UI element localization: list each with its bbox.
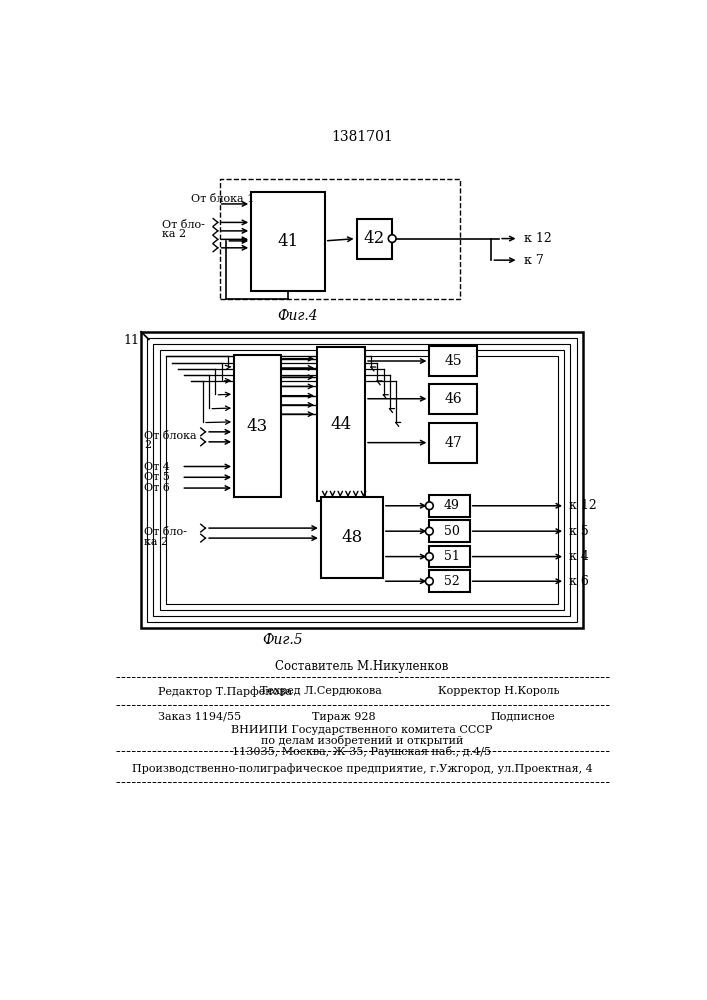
Text: Составитель М.Никуленков: Составитель М.Никуленков [275,660,449,673]
Text: 50: 50 [444,525,460,538]
Text: 52: 52 [444,575,460,588]
Circle shape [426,527,433,535]
Bar [160,350,564,610]
Text: Техред Л.Сердюкова: Техред Л.Сердюкова [260,686,382,696]
Bar [166,356,558,604]
Text: От 4: От 4 [144,462,170,472]
Text: по делам изобретений и открытий: по делам изобретений и открытий [261,735,463,746]
Bar [234,355,281,497]
Bar [429,423,477,463]
Bar [429,570,469,592]
Text: 46: 46 [445,392,462,406]
Text: Фиг.4: Фиг.4 [277,309,318,323]
Text: Производственно-полиграфическое предприятие, г.Ужгород, ул.Проектная, 4: Производственно-полиграфическое предприя… [132,763,592,774]
Bar [356,219,392,259]
Bar [429,546,469,567]
Circle shape [426,553,433,560]
Text: 1381701: 1381701 [331,130,393,144]
Bar [317,347,365,501]
Bar [429,346,477,376]
Text: От бло-: От бло- [144,527,187,537]
Text: 44: 44 [330,416,351,433]
Text: 11: 11 [124,334,139,347]
Text: Заказ 1194/55: Заказ 1194/55 [158,712,241,722]
Bar [429,495,469,517]
Text: От бло-: От бло- [162,220,205,230]
Bar [147,338,577,622]
Text: 47: 47 [445,436,462,450]
Text: Редактор Т.Парфенова: Редактор Т.Парфенова [158,686,292,697]
Text: к 12: к 12 [524,232,551,245]
Bar [220,179,460,299]
Text: От 5: От 5 [144,472,170,482]
Text: 51: 51 [444,550,460,563]
Text: к 4: к 4 [569,550,589,563]
Text: Фиг.5: Фиг.5 [262,633,303,647]
Text: 113035, Москва, Ж-35, Раушская наб., д.4/5: 113035, Москва, Ж-35, Раушская наб., д.4… [233,746,491,757]
Text: к 6: к 6 [569,575,589,588]
Text: 2: 2 [144,440,151,450]
Text: к 5: к 5 [569,525,589,538]
Text: ка 2: ка 2 [144,537,168,547]
Text: Корректор Н.Король: Корректор Н.Король [438,686,560,696]
Circle shape [426,577,433,585]
Text: к 12: к 12 [569,499,597,512]
Text: Подписное: Подписное [490,712,555,722]
Text: 43: 43 [247,418,268,435]
Bar [429,520,469,542]
Text: От блока 1: От блока 1 [191,194,254,204]
Text: 49: 49 [444,499,460,512]
Bar [141,332,583,628]
Text: От 6: От 6 [144,483,170,493]
Text: 45: 45 [445,354,462,368]
Text: Тираж 928: Тираж 928 [312,712,376,722]
Text: 48: 48 [341,529,363,546]
Text: От блока: От блока [144,431,197,441]
Bar [153,344,571,616]
Circle shape [388,235,396,242]
Text: 42: 42 [363,230,385,247]
Text: к 7: к 7 [524,254,544,267]
Bar [251,192,325,291]
Bar [321,497,383,578]
Text: 41: 41 [277,233,298,250]
Bar [429,384,477,414]
Text: ка 2: ка 2 [162,229,186,239]
Circle shape [426,502,433,510]
Text: ВНИИПИ Государственного комитета СССР: ВНИИПИ Государственного комитета СССР [231,725,493,735]
